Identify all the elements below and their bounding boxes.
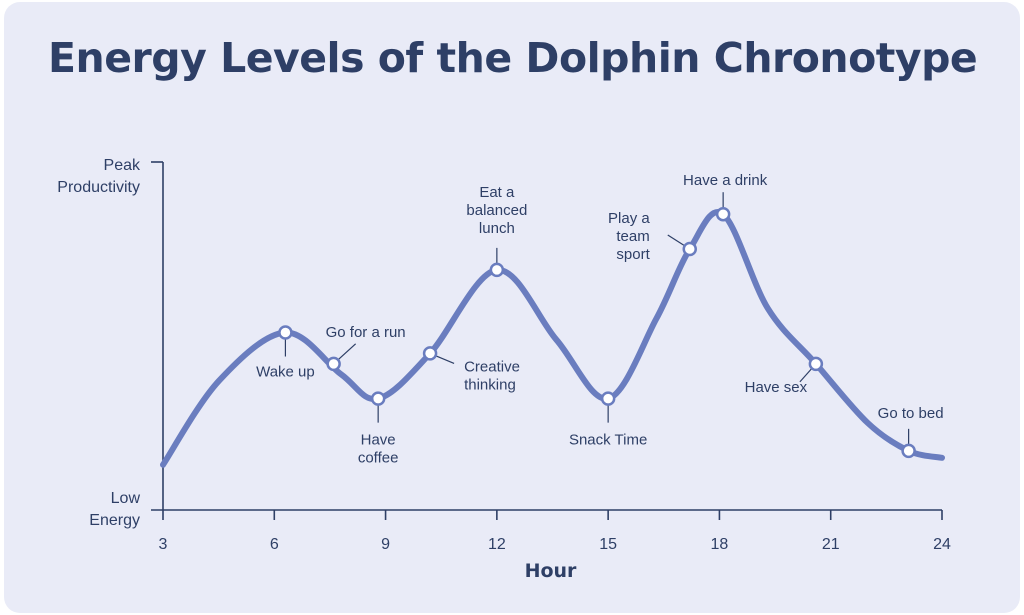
annotation-label: Go for a run [326,324,406,341]
event-marker [370,391,386,406]
x-tick-label: 9 [381,536,390,553]
y-axis-top-label: Productivity [57,179,140,196]
x-tick-label: 18 [711,536,729,553]
event-marker [715,206,731,222]
annotation-label: Play a [608,210,650,227]
chart-card [4,2,1020,613]
annotation-label: sport [616,246,650,263]
annotation-label: Creative [464,358,520,375]
annotation-label: coffee [358,450,399,467]
x-tick-label: 3 [159,536,168,553]
annotation-label: Have sex [745,379,808,396]
annotation-label: Wake up [256,364,315,381]
annotation-label: lunch [479,220,515,237]
y-axis-bottom-label: Energy [89,512,140,529]
chart-title: Energy Levels of the Dolphin Chronotype [48,34,978,82]
annotation-label: team [616,228,649,245]
x-tick-label: 21 [822,536,840,553]
annotation-label: Eat a [479,184,515,201]
event-marker [808,356,824,372]
annotation-label: balanced [466,202,527,219]
y-axis-top-label: Peak [104,157,141,174]
annotation-label: Go to bed [878,405,944,422]
x-axis-label: Hour [525,560,577,582]
event-marker [901,443,916,459]
event-marker [600,391,616,406]
x-tick-label: 24 [933,536,951,553]
annotation-label: Have a drink [683,172,768,189]
x-tick-label: 12 [488,536,506,553]
y-axis-bottom-label: Low [111,490,141,507]
x-tick-label: 15 [599,536,617,553]
x-tick-label: 6 [270,536,279,553]
event-marker [422,346,438,361]
energy-curve [160,209,945,468]
event-marker [326,356,341,372]
annotation-label: thinking [464,376,516,393]
event-marker [682,241,698,257]
event-marker [278,325,293,340]
annotation-label: Snack Time [569,432,647,449]
event-marker [489,262,505,278]
annotation-label: Have [361,432,396,449]
